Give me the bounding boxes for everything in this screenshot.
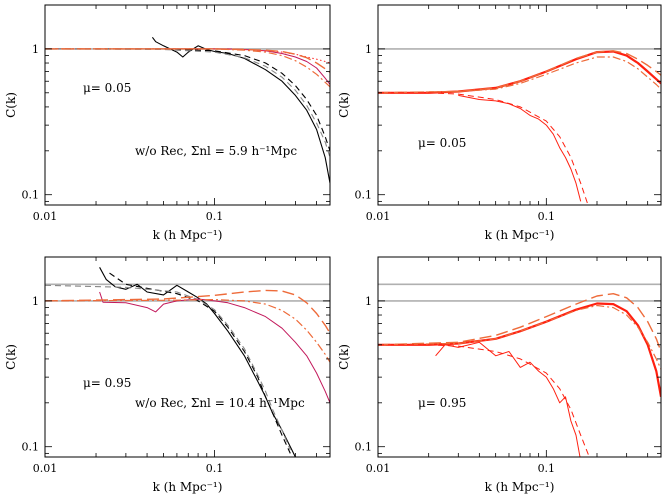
- series-line-gray-dashed: [45, 48, 330, 158]
- ticks: [44, 256, 330, 457]
- series-line-orange-longdash: [378, 293, 661, 352]
- panel-bottom-right: 0.01 0.1 0.1 1 k (h Mpc⁻¹) C(k) μ= 0.95: [337, 256, 662, 494]
- series-group: [45, 267, 330, 457]
- series-line-orange-dashdot: [45, 299, 330, 363]
- x-tick-label: 0.1: [538, 462, 556, 475]
- y-axis-label: C(k): [337, 92, 351, 118]
- panel-top-left: 0.01 0.1 0.1 1 k (h Mpc⁻¹) C(k) μ= 0.05 w/o Rec…: [4, 4, 331, 242]
- x-tick-label: 0.1: [206, 462, 224, 475]
- panel-top-right: 0.01 0.1 0.1 1 k (h Mpc⁻¹) C(k) μ= 0.05: [337, 4, 662, 242]
- series-line-magenta-solid: [99, 291, 330, 403]
- annotation-1: μ= 0.05: [418, 136, 466, 150]
- series-line-red-dashed: [378, 344, 590, 457]
- y-tick-label: 1: [32, 295, 39, 308]
- series-line-orange-longdash: [378, 50, 661, 94]
- x-tick-label: 0.01: [33, 210, 58, 223]
- x-tick-label: 0.1: [538, 210, 556, 223]
- plot-frame: [377, 4, 662, 206]
- ticks: [44, 4, 330, 205]
- x-tick-label: 0.01: [366, 210, 391, 223]
- annotation-2: w/o Rec, Σnl = 5.9 h⁻¹Mpc: [135, 144, 297, 158]
- series-group: [378, 48, 661, 205]
- series-line-black-solid: [99, 267, 296, 457]
- y-tick-label: 0.1: [355, 441, 373, 454]
- x-tick-label: 0.01: [33, 462, 58, 475]
- series-line-orange-dashdot: [45, 48, 330, 88]
- series-line-red-dashed: [378, 92, 589, 205]
- y-tick-label: 0.1: [22, 441, 40, 454]
- y-axis-label: C(k): [337, 344, 351, 370]
- y-tick-label: 1: [32, 43, 39, 56]
- series-group: [45, 36, 330, 184]
- y-axis-label: C(k): [4, 344, 18, 370]
- ticks: [377, 256, 661, 457]
- series-line-gray-dashed: [45, 284, 291, 451]
- ticks: [377, 4, 661, 205]
- series-line-orange-dashdot: [378, 304, 661, 370]
- y-tick-label: 1: [365, 295, 372, 308]
- annotation-1: μ= 0.95: [83, 376, 131, 390]
- annotation-2: w/o Rec, Σnl = 10.4 h⁻¹Mpc: [135, 396, 305, 410]
- series-line-black-dashed: [45, 48, 330, 151]
- x-tick-label: 0.1: [206, 210, 224, 223]
- series-line-red-thick-solid: [378, 302, 661, 397]
- annotation-1: μ= 0.05: [83, 81, 131, 95]
- series-line-black-solid: [151, 36, 330, 184]
- panel-bottom-left: 0.01 0.1 0.1 1 k (h Mpc⁻¹) C(k) μ= 0.95 w/o Rec…: [4, 256, 331, 494]
- x-axis-label: k (h Mpc⁻¹): [153, 228, 223, 242]
- plot-frame: [377, 256, 662, 458]
- series-line-red-dotted: [45, 48, 330, 64]
- plot-frame: [44, 256, 331, 458]
- y-axis-label: C(k): [4, 92, 18, 118]
- annotation-1: μ= 0.95: [418, 396, 466, 410]
- y-tick-label: 0.1: [355, 189, 373, 202]
- x-axis-label: k (h Mpc⁻¹): [485, 228, 555, 242]
- series-line-red-thick-solid: [378, 50, 661, 94]
- series-line-orange-dashdot: [378, 56, 661, 94]
- series-group: [378, 283, 661, 457]
- y-tick-label: 1: [365, 43, 372, 56]
- series-line-red-thin-solid: [435, 341, 581, 457]
- x-axis-label: k (h Mpc⁻¹): [153, 480, 223, 494]
- y-tick-label: 0.1: [22, 189, 40, 202]
- x-axis-label: k (h Mpc⁻¹): [485, 480, 555, 494]
- plot-frame: [44, 4, 331, 206]
- series-line-black-dashed: [109, 272, 291, 454]
- series-line-orange-longdash: [45, 48, 330, 73]
- series-line-orange-longdash: [45, 289, 330, 334]
- x-tick-label: 0.01: [366, 462, 391, 475]
- series-line-red-thin-solid: [458, 94, 582, 202]
